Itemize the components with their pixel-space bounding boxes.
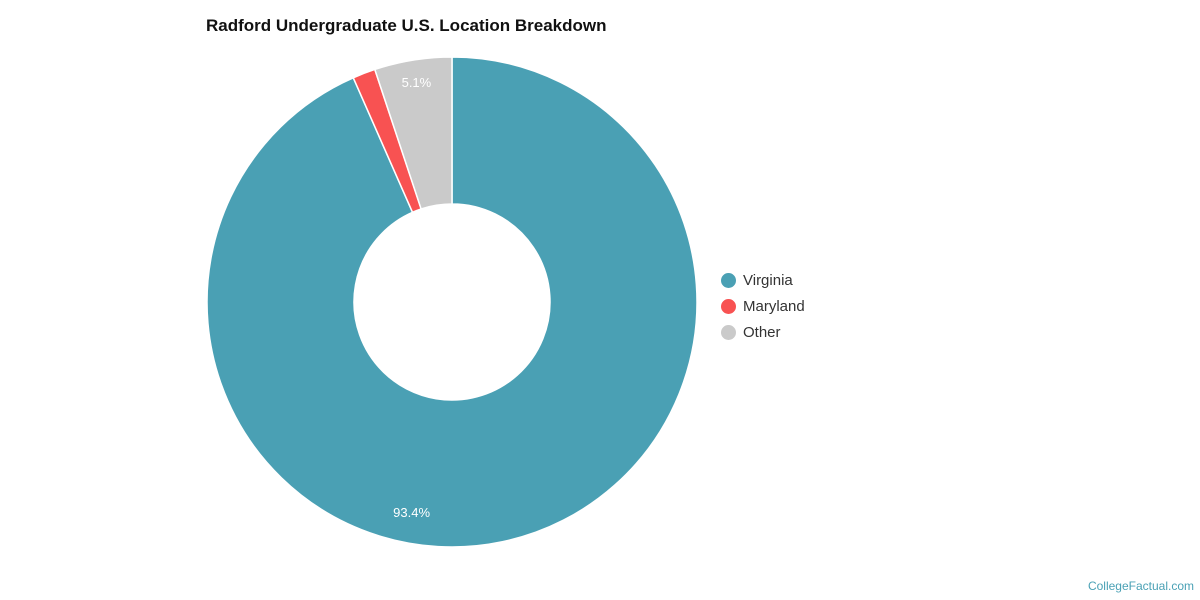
legend-swatch-other — [721, 324, 736, 340]
legend-swatch-maryland — [721, 298, 736, 314]
slice-value-label: 5.1% — [402, 75, 432, 90]
slice-virginia[interactable] — [206, 56, 698, 548]
donut-slices — [206, 56, 698, 548]
legend-label: Other — [743, 323, 781, 341]
legend-item-maryland[interactable]: Maryland — [721, 293, 805, 319]
credit-link[interactable]: CollegeFactual.com — [1087, 579, 1194, 593]
legend-swatch-virginia — [721, 272, 736, 288]
legend-item-virginia[interactable]: Virginia — [721, 267, 805, 293]
legend-item-other[interactable]: Other — [721, 319, 805, 345]
legend-label: Maryland — [743, 297, 805, 315]
chart-title: Radford Undergraduate U.S. Location Brea… — [206, 16, 607, 35]
legend-label: Virginia — [743, 271, 793, 289]
slice-value-label: 93.4% — [393, 505, 430, 520]
slice-other[interactable] — [373, 56, 453, 210]
slice-labels: 93.4% 5.1% — [393, 75, 432, 520]
legend: Virginia Maryland Other — [721, 267, 805, 345]
